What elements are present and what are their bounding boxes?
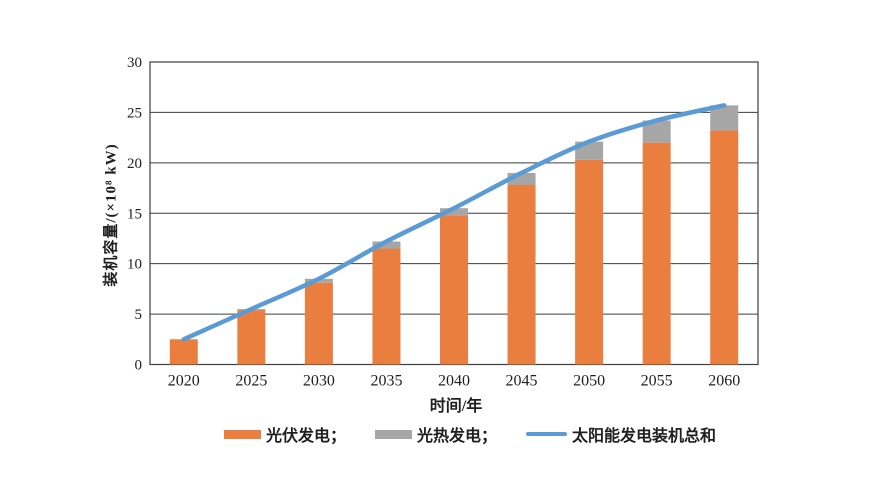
y-tick-label: 5 <box>135 307 143 323</box>
legend-label-pv: 光伏发电； <box>266 428 347 445</box>
x-tick-label: 2025 <box>235 373 267 390</box>
bar-pv <box>304 282 333 365</box>
x-tick-label: 2045 <box>506 373 538 390</box>
x-tick-label: 2030 <box>303 373 335 390</box>
bar-pv <box>575 159 604 365</box>
bar-csp <box>440 208 468 216</box>
y-tick-label: 20 <box>127 156 142 172</box>
bar-csp <box>642 120 671 143</box>
bar-pv <box>440 215 468 365</box>
x-tick-label: 2020 <box>168 373 200 390</box>
bar-pv <box>237 310 266 365</box>
legend-label-csp: 光热发电； <box>417 428 498 445</box>
bar-csp <box>372 241 401 249</box>
legend-item-pv: 光伏发电； <box>224 422 346 446</box>
bar-pv <box>710 130 739 365</box>
x-tick-label: 2035 <box>370 373 402 390</box>
total-line <box>181 103 727 342</box>
legend-item-total: 太阳能发电装机总和 <box>526 422 716 446</box>
y-tick-label: 10 <box>127 257 142 273</box>
legend-swatch-total-line <box>526 431 568 437</box>
x-tick-label: 2040 <box>438 373 470 390</box>
x-tick-label: 2050 <box>573 373 605 390</box>
bar-pv <box>372 248 401 365</box>
y-tick-label: 15 <box>127 206 142 222</box>
legend-swatch-csp <box>375 429 413 439</box>
y-tick-label: 0 <box>135 358 143 374</box>
bar-pv <box>507 185 536 365</box>
legend-item-csp: 光热发电； <box>375 422 497 446</box>
legend-swatch-pv <box>224 429 261 439</box>
bar-pv <box>642 142 671 365</box>
y-axis-title: 装机容量/(×10⁸ kW) <box>103 143 120 287</box>
y-tick-label: 30 <box>127 55 142 71</box>
x-axis-title: 时间/年 <box>429 398 483 415</box>
legend-label-total: 太阳能发电装机总和 <box>572 428 717 445</box>
bar-pv <box>169 339 198 365</box>
y-tick-label: 25 <box>127 105 142 121</box>
x-tick-label: 2055 <box>641 373 673 390</box>
x-tick-label: 2060 <box>708 373 740 390</box>
legend: 光伏发电； 光热发电； 太阳能发电装机总和 <box>224 422 716 446</box>
